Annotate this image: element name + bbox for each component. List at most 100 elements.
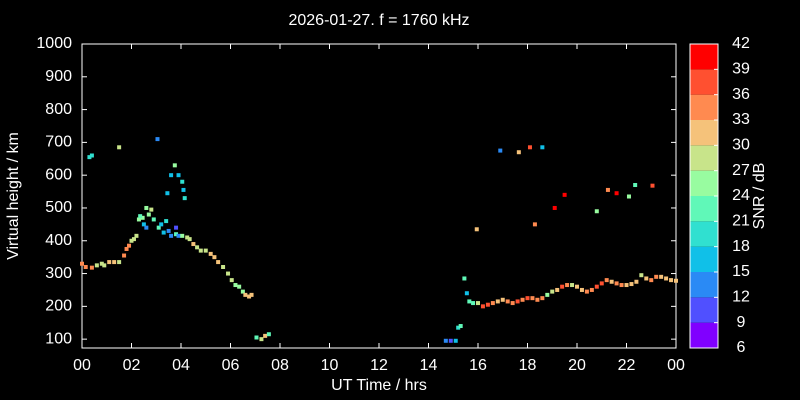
- data-point: [107, 260, 112, 265]
- data-point: [500, 297, 505, 302]
- data-point: [156, 225, 161, 230]
- data-point: [639, 273, 644, 278]
- data-point: [187, 237, 192, 242]
- data-point: [226, 271, 231, 276]
- data-point: [550, 289, 555, 294]
- data-point: [570, 283, 575, 288]
- data-point: [562, 192, 567, 197]
- data-point: [249, 292, 254, 297]
- colorbar-band: [690, 196, 718, 222]
- colorbar-band: [690, 69, 718, 95]
- y-tick-label: 900: [45, 68, 72, 85]
- data-point: [191, 242, 196, 247]
- x-tick-label: 22: [618, 357, 636, 374]
- data-point: [579, 287, 584, 292]
- colorbar-band: [690, 120, 718, 146]
- data-point: [540, 145, 545, 150]
- data-point: [545, 292, 550, 297]
- y-axis-label: Virtual height / km: [5, 132, 22, 260]
- x-tick-label: 06: [222, 357, 240, 374]
- data-point: [604, 278, 609, 283]
- data-point: [532, 222, 537, 227]
- data-point: [117, 260, 122, 265]
- colorbar-tick-label: 30: [732, 137, 750, 154]
- colorbar-band: [690, 297, 718, 323]
- data-point: [89, 153, 94, 158]
- data-point: [240, 289, 245, 294]
- colorbar-tick-label: 6: [737, 339, 746, 356]
- y-tick-label: 500: [45, 199, 72, 216]
- colorbar-band: [690, 44, 718, 70]
- data-point: [247, 294, 252, 299]
- data-point: [164, 219, 169, 224]
- colorbar-band: [690, 322, 718, 348]
- data-point: [136, 217, 141, 222]
- colorbar-tick-label: 27: [732, 162, 750, 179]
- data-point: [259, 337, 264, 342]
- data-point: [134, 233, 139, 238]
- data-point: [198, 248, 203, 253]
- data-point: [505, 299, 510, 304]
- data-point: [266, 332, 271, 337]
- data-point: [124, 246, 129, 251]
- data-point: [208, 251, 213, 256]
- data-point: [584, 289, 589, 294]
- colorbar-band: [690, 272, 718, 298]
- data-point: [229, 278, 234, 283]
- colorbar-tick-label: 24: [732, 187, 750, 204]
- colorbar-band: [690, 94, 718, 120]
- data-point: [495, 299, 500, 304]
- x-axis-label: UT Time / hrs: [331, 377, 427, 394]
- data-point: [155, 137, 160, 142]
- data-point: [605, 187, 610, 192]
- data-point: [480, 304, 485, 309]
- data-point: [516, 150, 521, 155]
- colorbar-tick-label: 33: [732, 111, 750, 128]
- x-tick-label: 00: [73, 357, 91, 374]
- data-point: [83, 264, 88, 269]
- colorbar-tick-label: 9: [737, 314, 746, 331]
- data-point: [144, 225, 149, 230]
- y-tick-label: 300: [45, 265, 72, 282]
- colorbar-band: [690, 170, 718, 196]
- data-point: [619, 283, 624, 288]
- data-point: [102, 263, 107, 268]
- data-point: [535, 297, 540, 302]
- data-point: [80, 261, 84, 266]
- data-point: [237, 284, 242, 289]
- data-point: [464, 291, 469, 296]
- chart-title: 2026-01-27. f = 1760 kHz: [288, 12, 469, 29]
- y-tick-label: 700: [45, 134, 72, 151]
- x-tick-label: 02: [123, 357, 141, 374]
- data-point: [165, 191, 170, 196]
- data-point: [221, 264, 226, 269]
- data-point: [263, 333, 268, 338]
- data-point: [626, 194, 631, 199]
- data-point: [203, 248, 208, 253]
- data-point: [555, 287, 560, 292]
- data-point: [629, 282, 634, 287]
- data-point: [233, 283, 238, 288]
- data-point: [131, 237, 136, 242]
- x-tick-label: 20: [568, 357, 586, 374]
- data-point: [169, 173, 174, 178]
- data-point: [129, 238, 134, 243]
- data-point: [174, 232, 179, 237]
- data-point: [172, 163, 177, 168]
- y-tick-label: 100: [45, 330, 72, 347]
- data-point: [94, 263, 99, 268]
- data-point: [181, 187, 186, 192]
- x-tick-label: 00: [667, 357, 685, 374]
- data-point: [527, 145, 532, 150]
- x-tick-label: 18: [519, 357, 537, 374]
- data-point: [609, 279, 614, 284]
- data-point: [185, 235, 190, 240]
- colorbar-label: SNR / dB: [751, 163, 768, 230]
- data-point: [624, 283, 629, 288]
- data-point: [254, 335, 259, 340]
- data-point: [456, 325, 461, 330]
- data-point: [89, 265, 94, 270]
- data-point: [633, 183, 638, 188]
- colorbar-tick-label: 39: [732, 61, 750, 78]
- data-point: [112, 260, 117, 265]
